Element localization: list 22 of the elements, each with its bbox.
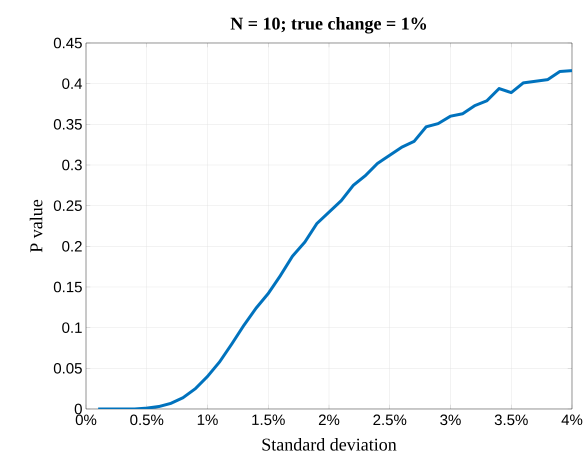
x-tick-label: 1.5%	[252, 414, 285, 426]
x-tick-label: 2.5%	[373, 414, 406, 426]
x-tick-label: 2%	[318, 414, 340, 426]
x-tick-label: 3.5%	[494, 414, 528, 426]
y-tick-label: 0.35	[54, 119, 82, 130]
x-axis-title: Standard deviation	[262, 438, 396, 451]
chart-title: N = 10; true change = 1%	[230, 16, 426, 34]
y-tick-label: 0	[74, 404, 82, 414]
y-tick-label: 0.2	[62, 241, 82, 252]
y-tick-label: 0.1	[62, 322, 82, 333]
x-tick-label: 1%	[198, 414, 218, 426]
y-axis-title: P value	[30, 200, 42, 252]
y-tick-label: 0.15	[54, 282, 82, 292]
y-tick-label: 0.45	[54, 38, 82, 48]
y-tick-label: 0.05	[54, 363, 82, 374]
y-tick-label: 0.4	[62, 78, 82, 89]
x-tick-label: 4%	[562, 414, 582, 426]
x-tick-label: 3%	[440, 414, 461, 426]
y-tick-label: 0.25	[54, 200, 82, 211]
x-tick-label: 0.5%	[130, 414, 164, 426]
x-tick-label: 0%	[76, 414, 96, 426]
y-tick-label: 0.3	[62, 160, 82, 170]
